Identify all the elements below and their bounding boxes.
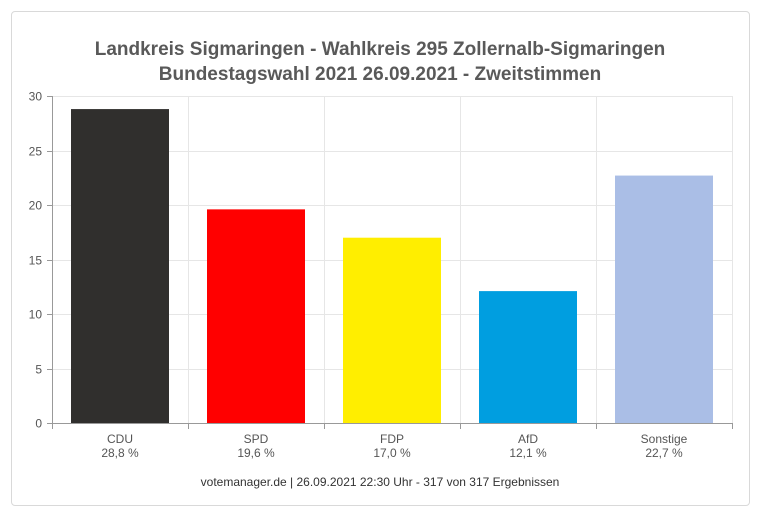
y-tick-label: 0 [35,417,42,431]
x-tick-label: FDP [380,432,404,446]
bars [71,109,713,423]
x-value-label: 17,0 % [373,446,411,460]
y-tick-label: 5 [35,363,42,377]
y-tick-label: 20 [29,199,43,213]
y-tick-label: 25 [29,145,43,159]
bar-cdu [71,109,169,423]
y-axis: 0 5 10 15 20 25 30 [29,90,53,431]
x-tick-label: Sonstige [641,432,688,446]
bar-afd [479,291,577,423]
y-tick-label: 15 [29,254,43,268]
x-value-label: 22,7 % [645,446,683,460]
x-value-label: 28,8 % [101,446,139,460]
source-footer: votemanager.de | 26.09.2021 22:30 Uhr - … [200,475,560,489]
bar-spd [207,209,305,423]
chart-title: Landkreis Sigmaringen - Wahlkreis 295 Zo… [0,37,760,87]
chart-title-line-1: Landkreis Sigmaringen - Wahlkreis 295 Zo… [94,39,666,60]
y-tick-label: 10 [29,308,43,322]
x-value-label: 19,6 % [237,446,275,460]
bar-sonstige [615,175,713,423]
x-value-label: 12,1 % [509,446,547,460]
x-tick-label: CDU [107,432,133,446]
bar-fdp [343,237,441,423]
y-tick-label: 30 [29,90,43,104]
x-tick-label: SPD [244,432,269,446]
x-tick-label: AfD [518,432,538,446]
chart-title-line-2: Bundestagswahl 2021 26.09.2021 - Zweitst… [158,64,602,85]
